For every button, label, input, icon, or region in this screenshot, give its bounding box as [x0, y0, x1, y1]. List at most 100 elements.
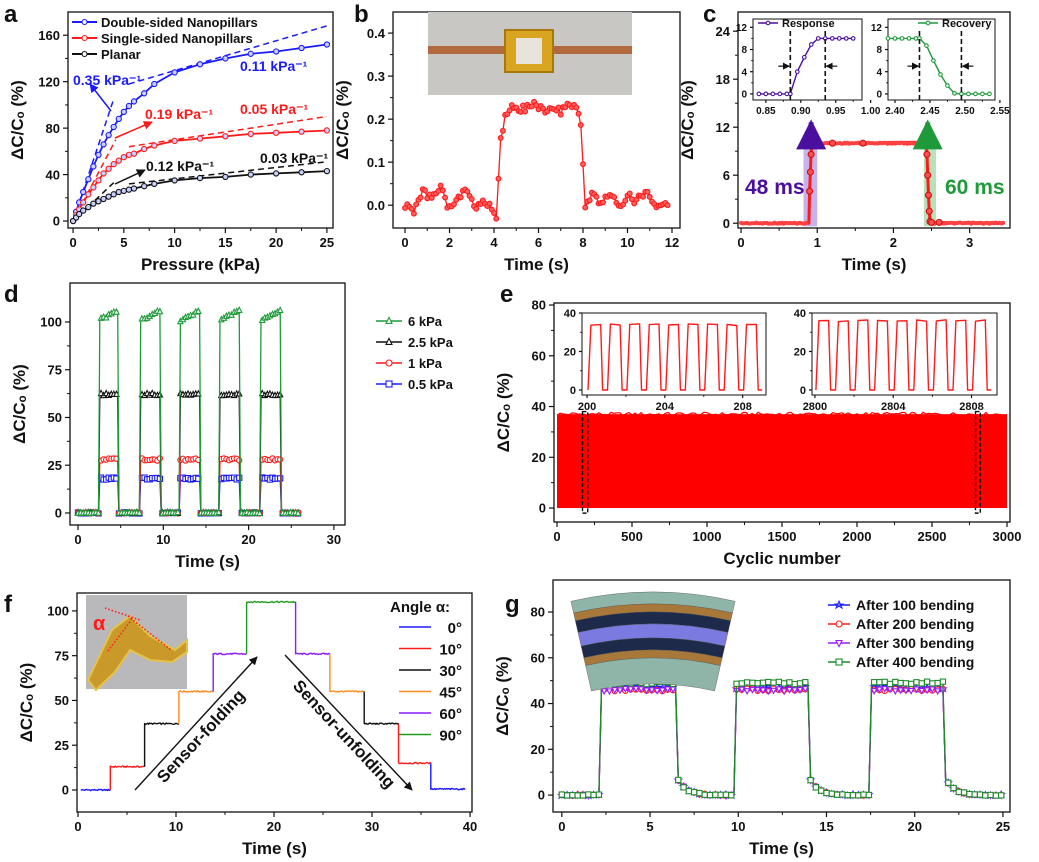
x-tick-label: 2804	[881, 401, 906, 413]
data-point	[298, 169, 305, 176]
fit-line	[128, 25, 328, 85]
x-tick-label: 2500	[918, 529, 947, 544]
data-point	[759, 679, 767, 686]
data-point	[125, 186, 133, 193]
y-tick-label: 24	[716, 24, 731, 39]
legend: Angle α: 0° 10° 30° 45° 60° 90°	[390, 599, 462, 745]
x-tick-label: 15	[218, 235, 232, 250]
data-point	[806, 187, 814, 195]
data-point	[849, 792, 857, 799]
legend: 6 kPa 2.5 kPa 1 kPa 0.5 kPa	[376, 314, 454, 392]
data-point	[886, 680, 894, 688]
data-point	[439, 187, 446, 194]
legend-entry: 2.5 kPa	[408, 335, 454, 350]
x-tick-label: 2	[446, 235, 453, 250]
panel-e: e0 500 1000 1500 2000 2500 3000020406080Cyclic…	[494, 281, 1021, 568]
data-point	[770, 679, 777, 686]
data-point	[669, 686, 677, 694]
data-point	[410, 210, 417, 217]
data-point	[442, 194, 449, 201]
y-axis-label: ΔC/Cₒ (%)	[333, 80, 352, 160]
data-point	[913, 679, 920, 686]
data-point	[110, 160, 117, 168]
y-tick-label: 4	[741, 67, 747, 78]
folding-arrow	[134, 656, 258, 791]
data-point	[712, 791, 719, 798]
data-point	[125, 102, 133, 110]
data-point	[80, 207, 87, 214]
data-point	[780, 680, 788, 687]
data-point	[100, 141, 107, 148]
x-tick-label: 0.95	[826, 106, 846, 117]
data-point	[622, 197, 629, 204]
data-point	[870, 679, 878, 686]
x-tick-label: 1500	[768, 529, 797, 544]
data-point	[722, 791, 730, 798]
data-point	[925, 207, 933, 215]
sensitivity-label: 0.11 kPa⁻¹	[240, 58, 308, 74]
y-tick-label: 0	[876, 89, 882, 100]
step-segment	[363, 691, 399, 725]
data-point	[899, 36, 905, 41]
data-point	[110, 191, 117, 198]
data-point	[809, 139, 817, 147]
zoom-window	[581, 410, 589, 514]
data-point	[457, 194, 464, 201]
y-tick-label: 0	[53, 214, 60, 229]
data-point	[759, 687, 767, 695]
data-point	[860, 791, 867, 798]
data-point	[706, 791, 714, 799]
data-point	[839, 791, 846, 798]
data-point	[998, 792, 1005, 799]
x-axis-label: Cyclic number	[723, 549, 841, 568]
data-point	[966, 91, 971, 97]
data-point	[94, 508, 102, 516]
data-point	[763, 91, 769, 97]
angle-line	[127, 615, 172, 651]
data-point	[81, 34, 88, 42]
data-point	[90, 163, 97, 170]
legend-entry: 1 kPa	[408, 356, 443, 371]
data-point	[785, 686, 793, 694]
x-tick-label: 0.85	[756, 106, 776, 117]
x-tick-label: 0	[74, 532, 81, 547]
data-point	[764, 688, 772, 696]
x-tick-label: 0	[558, 819, 565, 834]
x-tick-label: 0	[401, 235, 408, 250]
data-point	[929, 680, 936, 687]
data-point	[835, 620, 843, 628]
y-tick-label: 100	[40, 315, 62, 330]
data-point	[156, 455, 164, 462]
legend-entry: After 200 bending	[856, 616, 974, 632]
data-point	[777, 91, 783, 97]
panel-letter: e	[500, 281, 513, 308]
data-point	[102, 313, 110, 321]
data-point	[765, 678, 772, 686]
data-point	[558, 791, 565, 798]
step-segment	[245, 600, 296, 654]
data-point	[927, 218, 936, 226]
data-point	[605, 688, 613, 696]
data-point	[140, 183, 148, 190]
data-point	[950, 784, 957, 792]
data-point	[921, 141, 926, 146]
data-point	[585, 791, 592, 798]
data-point	[938, 72, 943, 77]
y-tick-label: 80	[532, 298, 546, 313]
data-point	[222, 55, 229, 62]
x-axis-label: Time (s)	[175, 552, 240, 571]
data-point	[235, 305, 243, 313]
data-point	[912, 686, 920, 694]
data-point	[794, 69, 800, 75]
data-point	[115, 115, 122, 122]
panel-a: a 0 5 10 15 20 25 0 40 80 120 160 Pressure (kPa) ΔC/C…	[4, 1, 334, 274]
data-point	[385, 316, 393, 324]
data-point	[749, 679, 756, 686]
data-point	[632, 685, 640, 693]
data-point	[247, 50, 254, 57]
panel-letter: g	[505, 591, 520, 618]
data-point	[105, 193, 112, 200]
cycle-peaks	[556, 411, 1008, 417]
